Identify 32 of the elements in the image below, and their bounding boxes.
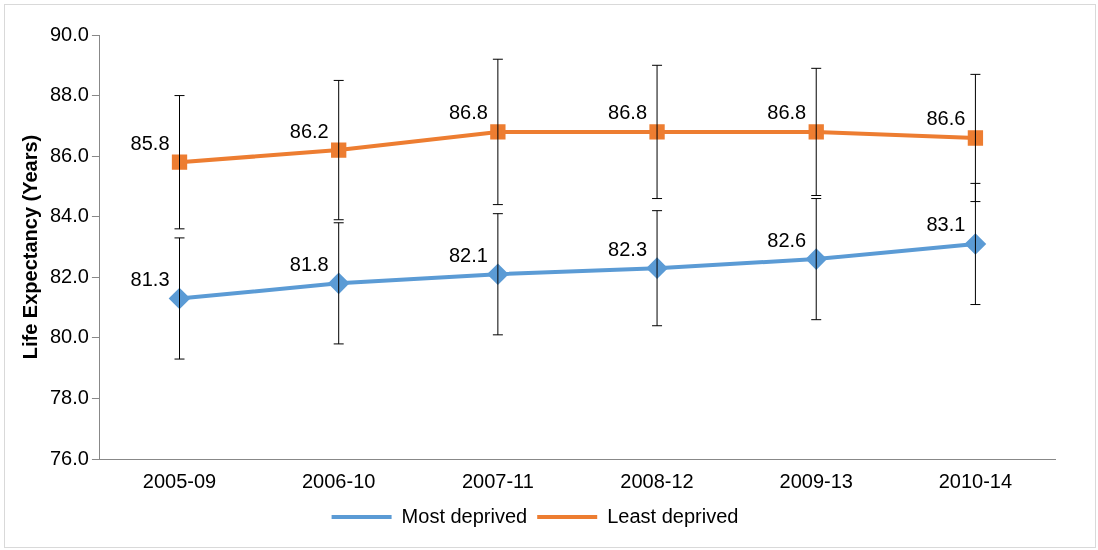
y-tick-label: 90.0 [49,22,89,45]
legend-label: Most deprived [401,504,528,527]
y-tick-label: 78.0 [49,385,89,408]
point [967,130,984,146]
point [331,142,347,158]
data-label: 86.8 [608,101,648,124]
y-tick-label: 86.0 [49,143,89,166]
x-tick-label: 2008-12 [620,469,694,492]
y-tick-label: 82.0 [49,264,89,287]
data-label: 86.8 [767,101,807,124]
y-tick-label: 76.0 [49,446,89,469]
x-tick-label: 2010-14 [938,469,1013,492]
data-label: 86.2 [289,119,329,142]
data-label: 82.3 [608,237,648,260]
x-tick-label: 2005-09 [142,469,217,492]
point [808,124,824,140]
x-tick-label: 2007-11 [461,469,534,492]
y-axis-title: Life Expectancy (Years) [18,134,41,360]
data-label: 86.8 [448,101,488,124]
data-label: 81.8 [289,252,329,275]
data-label: 86.6 [926,107,966,130]
legend-label: Least deprived [607,504,739,527]
y-tick-label: 84.0 [49,204,89,227]
y-tick-label: 80.0 [49,325,89,348]
data-label: 81.3 [130,268,170,290]
data-label: 85.8 [130,131,170,154]
data-label: 83.1 [926,213,966,236]
x-tick-label: 2009-13 [779,469,853,492]
y-tick-label: 88.0 [49,83,89,106]
data-label: 82.1 [448,243,488,266]
data-label: 82.6 [767,228,807,251]
x-tick-label: 2006-10 [301,469,376,492]
